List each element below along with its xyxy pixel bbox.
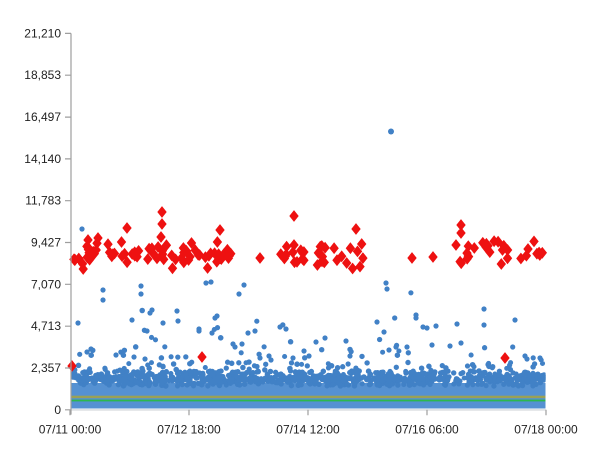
svg-text:07/12 18:00: 07/12 18:00 [157, 423, 221, 437]
svg-text:18,853: 18,853 [24, 68, 61, 82]
svg-text:11,783: 11,783 [25, 194, 61, 208]
svg-text:07/11 00:00: 07/11 00:00 [39, 423, 102, 437]
svg-text:07/14 12:00: 07/14 12:00 [276, 423, 340, 437]
svg-text:0: 0 [54, 403, 61, 417]
svg-text:07/16 06:00: 07/16 06:00 [395, 423, 459, 437]
svg-text:16,497: 16,497 [24, 110, 61, 124]
svg-text:9,427: 9,427 [31, 236, 61, 250]
svg-text:07/18 00:00: 07/18 00:00 [514, 423, 578, 437]
svg-text:21,210: 21,210 [24, 26, 61, 40]
svg-text:14,140: 14,140 [24, 152, 61, 166]
svg-text:4,713: 4,713 [31, 319, 61, 333]
svg-text:7,070: 7,070 [31, 277, 61, 291]
svg-text:2,357: 2,357 [31, 361, 61, 375]
